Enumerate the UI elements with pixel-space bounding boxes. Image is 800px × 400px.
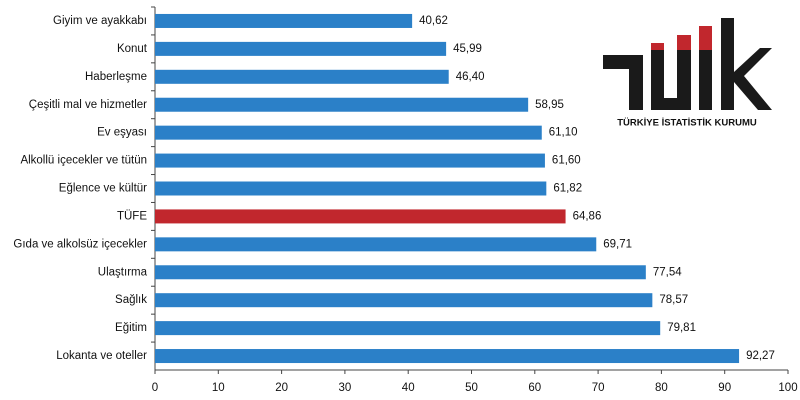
bar — [155, 237, 597, 252]
x-tick-label: 40 — [402, 382, 415, 394]
bar — [155, 265, 646, 280]
logo-shape — [734, 48, 772, 110]
y-tick-label: Gıda ve alkolsüz içecekler — [13, 238, 147, 250]
y-tick-label: Ulaştırma — [98, 266, 148, 278]
data-label: 40,62 — [419, 15, 448, 27]
x-tick-label: 100 — [778, 382, 797, 394]
bar — [155, 97, 529, 112]
y-tick-label: Konut — [117, 43, 148, 55]
data-label: 78,57 — [659, 294, 688, 306]
logo-shape — [699, 26, 712, 50]
data-label: 46,40 — [456, 71, 485, 83]
bar — [155, 209, 566, 224]
x-tick-label: 80 — [655, 382, 668, 394]
data-label: 69,71 — [603, 238, 632, 250]
x-tick-label: 30 — [339, 382, 352, 394]
y-tick-label: Haberleşme — [85, 71, 147, 83]
data-label: 61,82 — [553, 183, 582, 195]
bar — [155, 41, 447, 56]
x-tick-label: 10 — [212, 382, 225, 394]
y-tick-label: Giyim ve ayakkabı — [53, 15, 147, 27]
y-tick-label: Eğitim — [115, 322, 147, 334]
bar — [155, 69, 449, 84]
bar — [155, 153, 545, 168]
y-tick-label: Eğlence ve kültür — [59, 183, 147, 195]
data-label: 64,86 — [573, 210, 602, 222]
bar — [155, 293, 653, 308]
x-tick-label: 20 — [275, 382, 288, 394]
logo: TÜRKİYE İSTATİSTİK KURUMU — [603, 18, 772, 129]
x-tick-label: 50 — [465, 382, 478, 394]
data-label: 45,99 — [453, 43, 482, 55]
data-label: 58,95 — [535, 99, 564, 111]
y-tick-label: Ev eşyası — [97, 127, 147, 139]
x-tick-label: 0 — [152, 382, 158, 394]
y-tick-label: Sağlık — [115, 294, 147, 306]
x-tick-label: 90 — [718, 382, 731, 394]
logo-shape — [651, 50, 664, 110]
data-label: 79,81 — [667, 322, 696, 334]
bar — [155, 181, 547, 196]
data-label: 77,54 — [653, 266, 682, 278]
logo-shape — [651, 43, 664, 50]
bar — [155, 321, 661, 336]
bar — [155, 13, 413, 28]
bar — [155, 125, 542, 140]
y-tick-label: TÜFE — [117, 210, 147, 222]
x-tick-label: 60 — [528, 382, 541, 394]
y-tick-label: Alkollü içecekler ve tütün — [20, 155, 147, 167]
bar — [155, 349, 740, 364]
y-tick-label: Lokanta ve oteller — [56, 350, 147, 362]
y-tick-label: Çeşitli mal ve hizmetler — [29, 99, 147, 111]
logo-text: TÜRKİYE İSTATİSTİK KURUMU — [617, 118, 757, 129]
logo-shape — [677, 50, 691, 110]
logo-shape — [699, 50, 712, 110]
logo-shape — [721, 18, 734, 110]
data-label: 61,10 — [549, 127, 578, 139]
x-tick-label: 70 — [592, 382, 605, 394]
logo-shape — [677, 35, 691, 50]
logo-shape — [629, 55, 643, 110]
data-label: 92,27 — [746, 350, 775, 362]
data-label: 61,60 — [552, 155, 581, 167]
